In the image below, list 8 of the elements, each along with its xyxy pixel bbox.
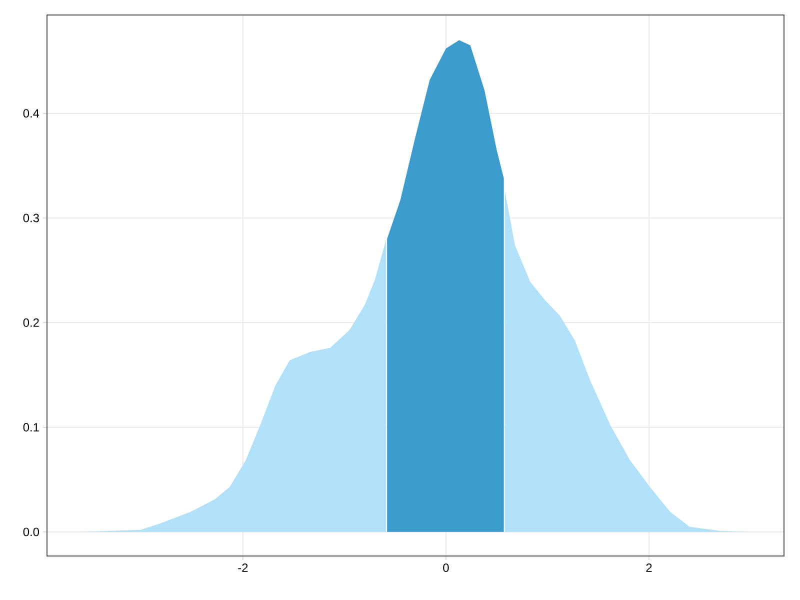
y-tick-label: 0.2	[23, 318, 39, 327]
y-tick-label: 0.0	[23, 528, 40, 536]
y-tick-label: 0.4	[23, 109, 40, 118]
y-tick-label: 0.3	[23, 214, 39, 222]
x-tick-label: 0	[443, 564, 449, 572]
x-tick-label: 2	[646, 564, 652, 572]
y-tick-label: 0.1	[23, 423, 39, 432]
x-tick-label: -2	[238, 564, 248, 572]
